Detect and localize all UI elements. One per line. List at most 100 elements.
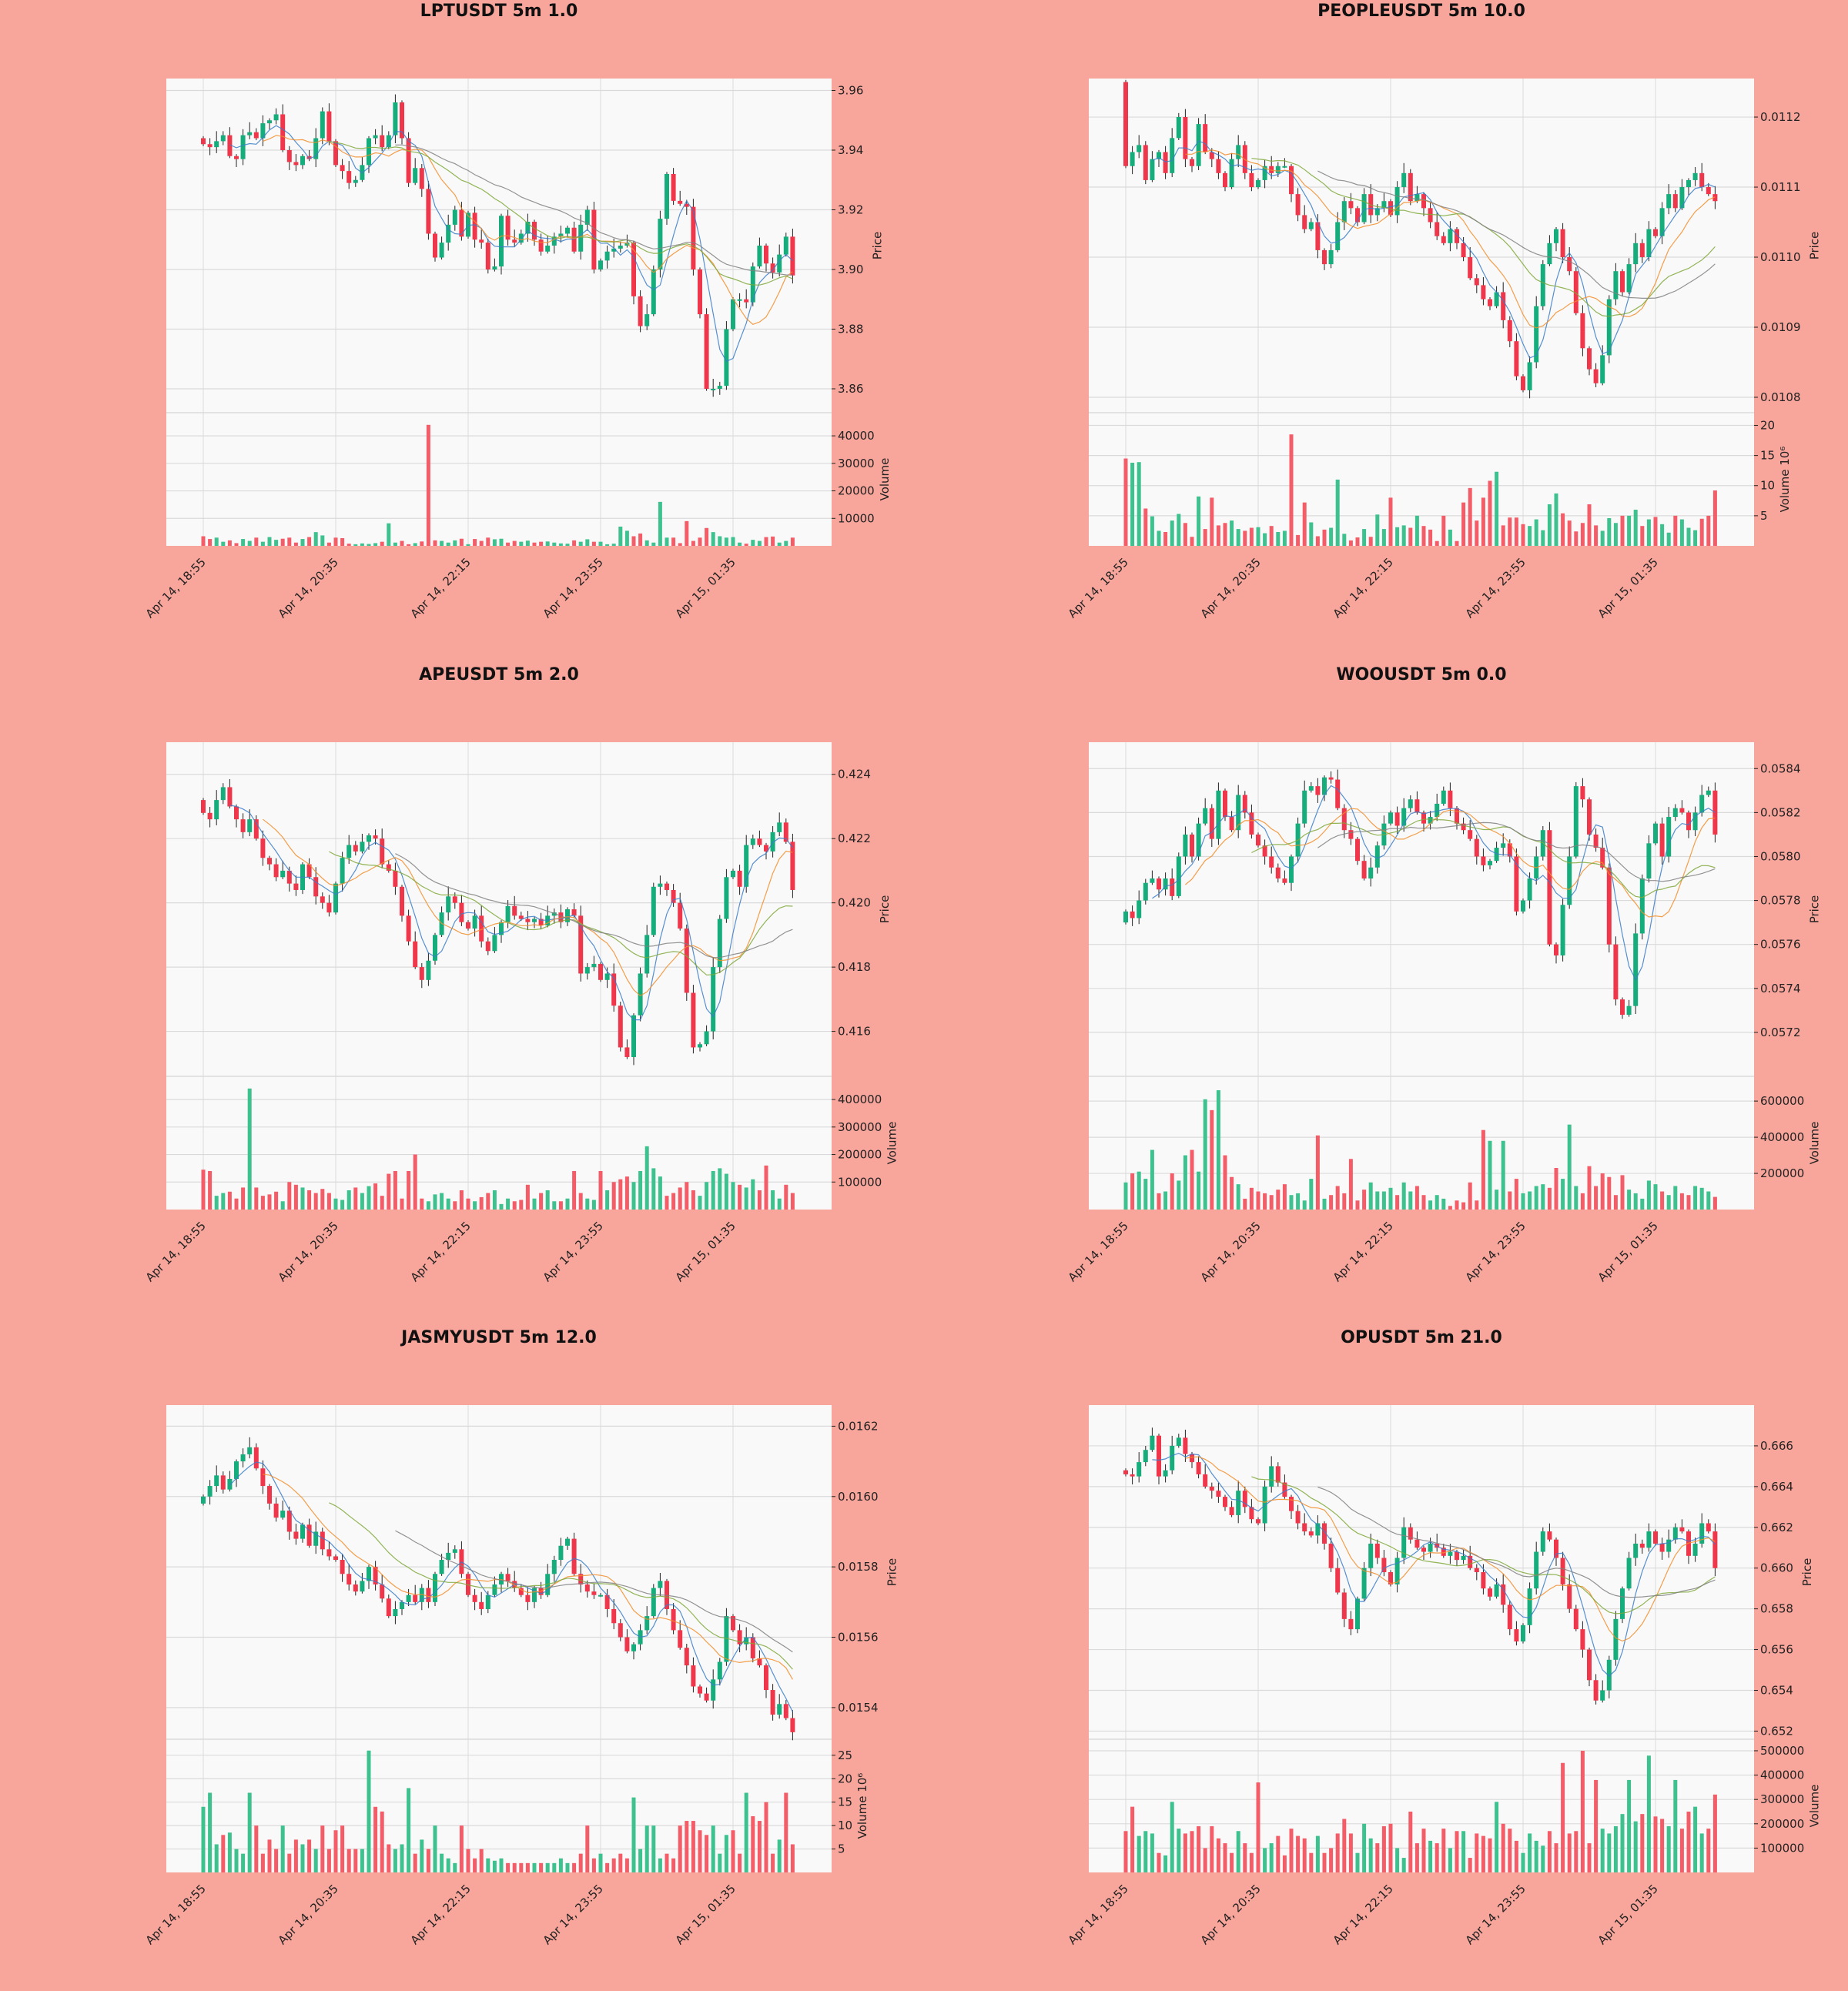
candle-down: [532, 222, 537, 240]
candle-down: [293, 883, 299, 890]
candle-up: [1573, 786, 1578, 857]
volume-bar: [1302, 1200, 1307, 1210]
volume-bar: [1210, 497, 1214, 546]
candle-down: [1461, 243, 1466, 258]
chart-lptusdt: Apr 14, 18:55 Apr 14, 20:35 Apr 14, 22:15 A…: [143, 79, 892, 621]
volume-bar: [1230, 1176, 1234, 1210]
chart-title-woousdt: WOOUSDT 5m 0.0: [1336, 665, 1507, 684]
volume-bar: [1712, 490, 1717, 546]
volume-bar: [1256, 527, 1260, 546]
candle-up: [711, 389, 716, 391]
candle-down: [1190, 834, 1194, 857]
candle-down: [1289, 1497, 1294, 1511]
candle-down: [253, 1447, 259, 1469]
candle-down: [400, 886, 404, 916]
volume-bar: [631, 1797, 636, 1872]
candle-down: [578, 915, 584, 974]
volume-bar: [466, 544, 470, 546]
candle-down: [1514, 1629, 1519, 1641]
candle-down: [234, 806, 239, 820]
candle-up: [1626, 1006, 1632, 1016]
volume-bar: [552, 542, 557, 546]
volume-tick-label: 5: [838, 1842, 845, 1856]
candle-down: [1130, 1474, 1135, 1477]
volume-bar: [1183, 1155, 1187, 1210]
candle-down: [313, 877, 319, 897]
candle-up: [631, 1644, 636, 1651]
candle-down: [1659, 823, 1665, 857]
volume-bar: [1342, 1819, 1347, 1872]
volume-bar: [367, 1186, 371, 1210]
volume-bar: [1249, 527, 1254, 546]
volume-bar: [287, 1182, 292, 1210]
price-tick-label: 0.0574: [1760, 982, 1801, 996]
volume-bar: [1163, 1191, 1168, 1210]
candle-down: [1282, 1482, 1287, 1497]
candle-up: [604, 973, 610, 980]
volume-bar: [267, 1839, 272, 1872]
candle-up: [565, 909, 570, 922]
volume-bar: [751, 1179, 755, 1210]
volume-bar: [1600, 1173, 1605, 1210]
x-tick-label: Apr 15, 01:35: [1595, 1219, 1661, 1284]
candle-up: [777, 1704, 782, 1715]
volume-tick-label: 20: [838, 1772, 852, 1785]
candle-down: [1348, 201, 1354, 209]
candle-down: [525, 919, 531, 922]
candle-down: [1620, 999, 1625, 1016]
volume-bar: [525, 540, 530, 546]
volume-bar: [1673, 1186, 1678, 1210]
volume-bar: [525, 1862, 530, 1872]
volume-bar: [433, 1194, 437, 1210]
volume-bar: [1329, 1195, 1334, 1210]
candle-down: [764, 246, 768, 264]
volume-bar: [1210, 1109, 1214, 1210]
volume-bar: [558, 1201, 563, 1210]
x-tick-label: Apr 14, 23:55: [1463, 1219, 1528, 1284]
volume-bar: [1216, 1090, 1220, 1210]
volume-bar: [1236, 1184, 1240, 1210]
volume-bar: [685, 520, 689, 546]
volume-tick-label: 10: [838, 1819, 852, 1832]
volume-bar: [201, 1170, 206, 1210]
volume-bar: [638, 1849, 643, 1872]
volume-bar: [1580, 1193, 1585, 1210]
price-tick-label: 0.666: [1760, 1439, 1793, 1453]
volume-bar: [757, 1821, 762, 1872]
candle-down: [1712, 1531, 1718, 1568]
volume-bar: [698, 1196, 702, 1210]
candle-down: [253, 132, 259, 139]
volume-bar: [631, 536, 636, 546]
candle-down: [380, 838, 385, 865]
volume-bar: [665, 1853, 669, 1872]
candle-down: [1580, 786, 1585, 800]
candle-down: [353, 845, 358, 852]
volume-axis-label: Volume 10⁶: [1778, 447, 1792, 513]
candle-up: [1176, 856, 1181, 896]
candle-down: [1223, 172, 1227, 188]
candle-up: [267, 120, 272, 124]
candle-down: [1163, 152, 1168, 173]
x-tick-label: Apr 14, 22:15: [1331, 1882, 1396, 1947]
volume-bar: [658, 1858, 662, 1872]
volume-bar: [1130, 1173, 1135, 1210]
volume-bar: [260, 541, 265, 546]
volume-bar: [671, 1193, 676, 1210]
candle-up: [1229, 159, 1234, 188]
volume-bar: [1348, 540, 1353, 546]
volume-bar: [380, 541, 384, 546]
volume-bar: [751, 1815, 755, 1872]
chart-woousdt: Apr 14, 18:55 Apr 14, 20:35 Apr 14, 22:15 A…: [1066, 742, 1822, 1284]
candle-down: [1335, 1568, 1341, 1593]
x-tick-label: Apr 15, 01:35: [673, 555, 738, 621]
candle-up: [1527, 1588, 1532, 1625]
volume-bar: [1137, 1835, 1141, 1872]
volume-bar: [1143, 508, 1148, 546]
candle-up: [1653, 823, 1658, 844]
candle-down: [1328, 777, 1334, 780]
moving-average-line: [229, 125, 793, 363]
candle-up: [214, 1475, 219, 1487]
candle-down: [538, 239, 544, 252]
candle-up: [240, 1454, 246, 1462]
volume-bar: [333, 1830, 338, 1872]
